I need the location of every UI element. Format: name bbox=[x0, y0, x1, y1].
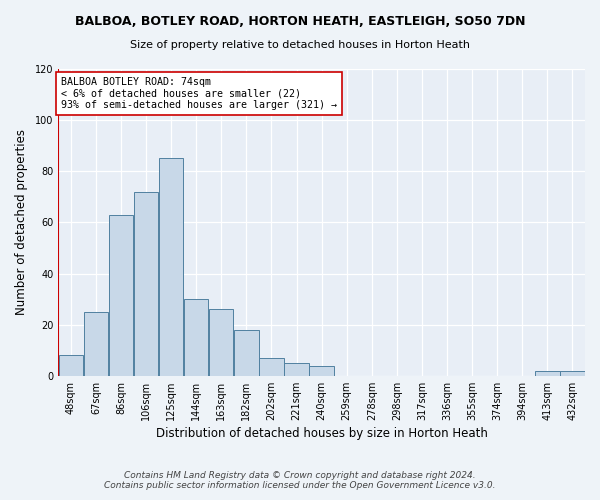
Bar bbox=[234, 330, 259, 376]
Bar bbox=[134, 192, 158, 376]
X-axis label: Distribution of detached houses by size in Horton Heath: Distribution of detached houses by size … bbox=[156, 427, 488, 440]
Bar bbox=[259, 358, 284, 376]
Bar bbox=[310, 366, 334, 376]
Text: Contains HM Land Registry data © Crown copyright and database right 2024.
Contai: Contains HM Land Registry data © Crown c… bbox=[104, 470, 496, 490]
Bar bbox=[159, 158, 184, 376]
Bar bbox=[109, 214, 133, 376]
Text: Size of property relative to detached houses in Horton Heath: Size of property relative to detached ho… bbox=[130, 40, 470, 50]
Text: BALBOA BOTLEY ROAD: 74sqm
< 6% of detached houses are smaller (22)
93% of semi-d: BALBOA BOTLEY ROAD: 74sqm < 6% of detach… bbox=[61, 76, 337, 110]
Bar bbox=[535, 370, 560, 376]
Bar bbox=[84, 312, 108, 376]
Bar bbox=[59, 356, 83, 376]
Bar bbox=[184, 299, 208, 376]
Text: BALBOA, BOTLEY ROAD, HORTON HEATH, EASTLEIGH, SO50 7DN: BALBOA, BOTLEY ROAD, HORTON HEATH, EASTL… bbox=[75, 15, 525, 28]
Y-axis label: Number of detached properties: Number of detached properties bbox=[15, 130, 28, 316]
Bar bbox=[209, 310, 233, 376]
Bar bbox=[284, 363, 309, 376]
Bar bbox=[560, 370, 584, 376]
